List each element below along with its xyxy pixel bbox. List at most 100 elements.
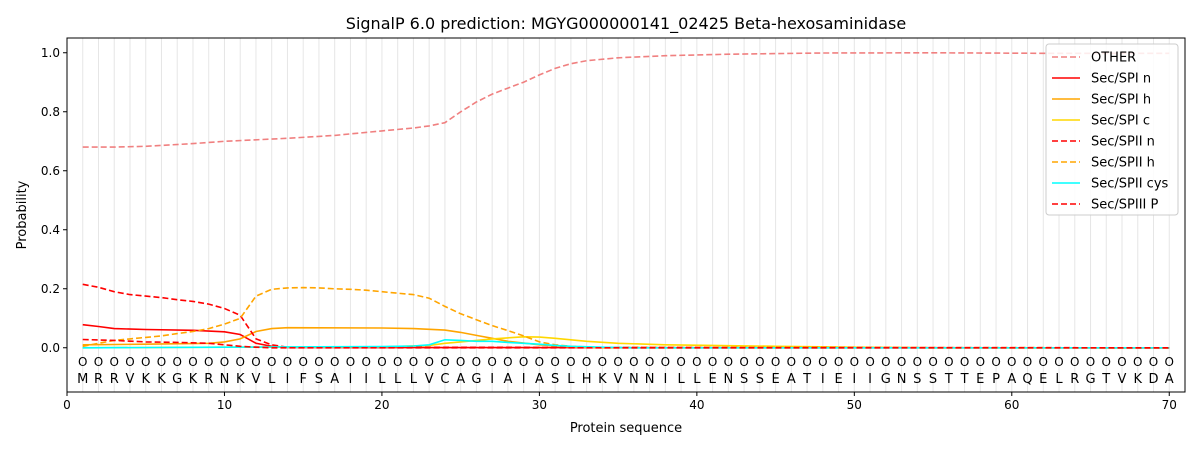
residue-label-marker: O bbox=[676, 355, 685, 369]
residue-label-marker: O bbox=[991, 355, 1000, 369]
residue-label-marker: O bbox=[1149, 355, 1158, 369]
series-lines bbox=[82, 51, 1170, 349]
residue-label-marker: O bbox=[330, 355, 339, 369]
residue-label-marker: O bbox=[78, 355, 87, 369]
series-line-other bbox=[82, 51, 1170, 148]
residue-letter: L bbox=[1055, 372, 1063, 387]
residue-label-marker: O bbox=[629, 355, 638, 369]
residue-label-marker: O bbox=[802, 355, 811, 369]
residue-label-marker: O bbox=[172, 355, 181, 369]
series-line-sec-spiii-p bbox=[82, 338, 1170, 349]
residue-letter: V bbox=[614, 372, 623, 387]
legend-entry: OTHER bbox=[1091, 51, 1136, 66]
grid bbox=[82, 38, 1170, 392]
residue-label-marker: O bbox=[960, 355, 969, 369]
residue-letter: A bbox=[456, 372, 465, 387]
residue-label-marker: O bbox=[283, 355, 292, 369]
residue-letter: K bbox=[189, 372, 198, 387]
residue-letter: L bbox=[394, 372, 402, 387]
residue-letter: L bbox=[268, 372, 276, 387]
residue-letter: S bbox=[740, 372, 748, 387]
y-axis: 0.0 0.2 0.4 0.6 0.8 1.0 bbox=[41, 46, 67, 355]
residue-label-marker: O bbox=[1054, 355, 1063, 369]
legend-entry: Sec/SPII h bbox=[1091, 156, 1155, 171]
residue-label-marker: O bbox=[566, 355, 575, 369]
residue-label-marker: O bbox=[771, 355, 780, 369]
residue-letter: N bbox=[723, 372, 733, 387]
y-tick-label: 1.0 bbox=[41, 46, 60, 60]
residue-letter: L bbox=[677, 372, 685, 387]
residue-label-marker: O bbox=[157, 355, 166, 369]
residue-letter: S bbox=[756, 372, 764, 387]
residue-letter: L bbox=[693, 372, 701, 387]
residue-letter: V bbox=[252, 372, 261, 387]
residue-label-marker: O bbox=[850, 355, 859, 369]
x-tick-label: 0 bbox=[63, 398, 71, 412]
residue-letter: T bbox=[960, 372, 969, 387]
residue-letter: K bbox=[141, 372, 150, 387]
legend-entry: Sec/SPI h bbox=[1091, 93, 1151, 108]
residue-letter: T bbox=[802, 372, 811, 387]
x-axis: 0 10 20 30 40 50 60 70 bbox=[63, 392, 1177, 412]
residue-letter: N bbox=[645, 372, 655, 387]
residue-label-marker: O bbox=[424, 355, 433, 369]
residue-letter: A bbox=[503, 372, 512, 387]
residue-label-marker: O bbox=[220, 355, 229, 369]
residue-label-marker: O bbox=[818, 355, 827, 369]
y-tick-label: 0.6 bbox=[41, 164, 60, 178]
residue-letter: L bbox=[410, 372, 418, 387]
plot-frame bbox=[66, 37, 1186, 393]
residue-letter: L bbox=[378, 372, 386, 387]
residue-letter: N bbox=[897, 372, 907, 387]
x-tick-label: 60 bbox=[1004, 398, 1019, 412]
residue-label-marker: O bbox=[1007, 355, 1016, 369]
residue-label-marker: O bbox=[487, 355, 496, 369]
residue-label-marker: O bbox=[834, 355, 843, 369]
legend-entry: Sec/SPIII P bbox=[1091, 198, 1159, 213]
residue-letter: E bbox=[771, 372, 779, 387]
residue-letter: L bbox=[567, 372, 575, 387]
residue-label-marker: O bbox=[440, 355, 449, 369]
residue-label-marker: O bbox=[582, 355, 591, 369]
residue-letter: I bbox=[821, 372, 825, 387]
residue-label-marker: O bbox=[708, 355, 717, 369]
residue-label-marker: O bbox=[377, 355, 386, 369]
residue-label-marker: O bbox=[739, 355, 748, 369]
chart-title: SignalP 6.0 prediction: MGYG000000141_02… bbox=[346, 14, 906, 34]
y-tick-label: 0.4 bbox=[41, 223, 60, 237]
residue-letter: C bbox=[440, 372, 449, 387]
x-tick-label: 10 bbox=[217, 398, 232, 412]
residue-letter: E bbox=[834, 372, 842, 387]
x-tick-label: 20 bbox=[374, 398, 389, 412]
residue-letter: P bbox=[992, 372, 1000, 387]
residue-letter: K bbox=[598, 372, 607, 387]
residue-label-marker: O bbox=[1023, 355, 1032, 369]
residue-label-marker: O bbox=[724, 355, 733, 369]
x-tick-label: 50 bbox=[847, 398, 862, 412]
residue-label-marker: O bbox=[503, 355, 512, 369]
residue-letter: N bbox=[629, 372, 639, 387]
residue-letter: S bbox=[913, 372, 921, 387]
residue-label-marker: O bbox=[881, 355, 890, 369]
legend-entry: Sec/SPII n bbox=[1091, 135, 1155, 150]
residue-label-marker: O bbox=[897, 355, 906, 369]
x-axis-label: Protein sequence bbox=[570, 421, 682, 436]
legend-entry: Sec/SPII cys bbox=[1091, 177, 1169, 192]
residue-letter: K bbox=[157, 372, 166, 387]
sequence-residues: OMOROROVOKOKOGOKORONOKOVOLOIOFOSOAOIOIOL… bbox=[77, 355, 1174, 387]
residue-letter: G bbox=[1085, 372, 1095, 387]
residue-letter: G bbox=[172, 372, 182, 387]
residue-letter: E bbox=[708, 372, 716, 387]
residue-label-marker: O bbox=[944, 355, 953, 369]
x-tick-label: 30 bbox=[532, 398, 547, 412]
residue-label-marker: O bbox=[361, 355, 370, 369]
residue-label-marker: O bbox=[865, 355, 874, 369]
residue-label-marker: O bbox=[613, 355, 622, 369]
residue-label-marker: O bbox=[409, 355, 418, 369]
residue-letter: A bbox=[330, 372, 339, 387]
residue-label-marker: O bbox=[298, 355, 307, 369]
y-tick-label: 0.0 bbox=[41, 341, 60, 355]
residue-label-marker: O bbox=[535, 355, 544, 369]
y-tick-label: 0.2 bbox=[41, 282, 60, 296]
residue-letter: K bbox=[1133, 372, 1142, 387]
